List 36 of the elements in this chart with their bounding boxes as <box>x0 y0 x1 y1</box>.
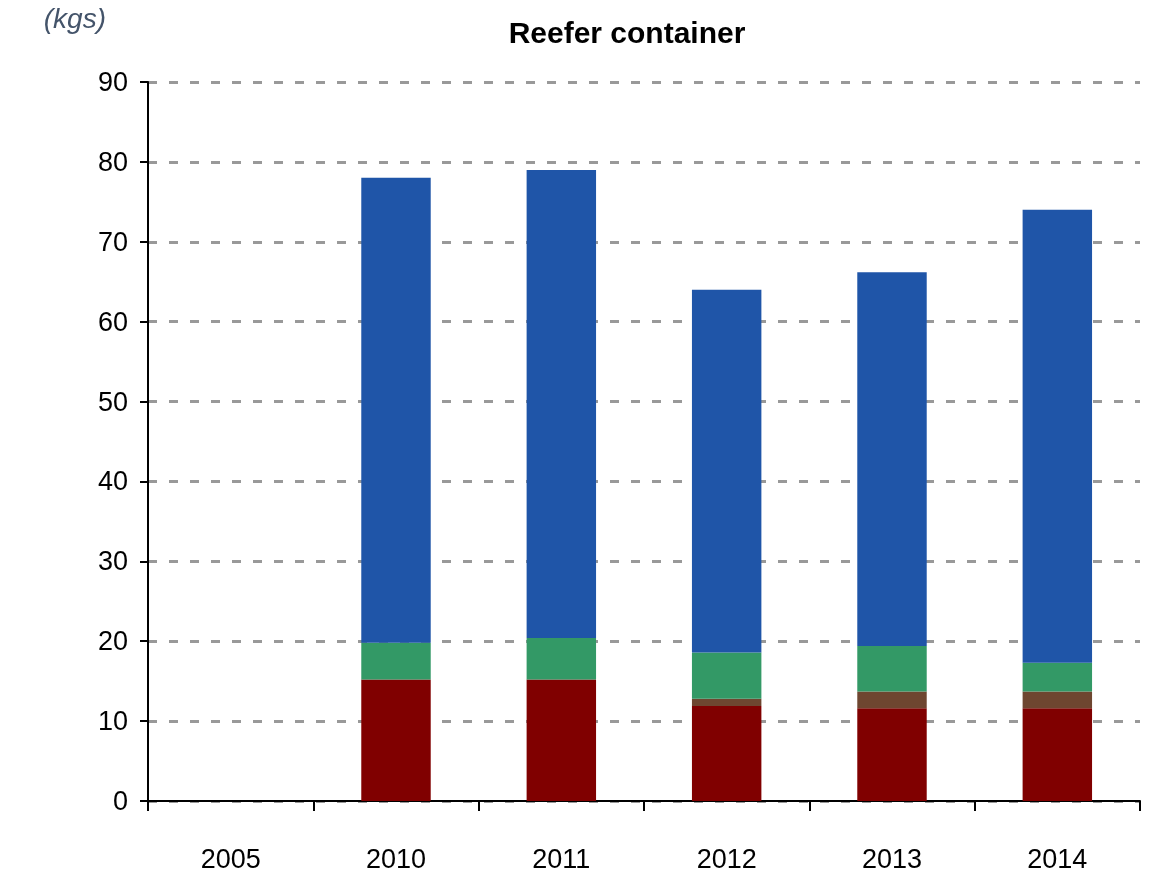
bar <box>526 638 597 680</box>
bar <box>1022 662 1093 692</box>
y-axis-title: (kgs) <box>43 2 106 34</box>
y-tick-label: 90 <box>97 67 128 97</box>
y-tick-label: 0 <box>112 786 128 816</box>
x-tick-label: 2010 <box>365 843 427 874</box>
bar <box>857 272 927 647</box>
y-tick-label: 20 <box>97 626 128 657</box>
bar <box>1022 708 1093 801</box>
bar <box>1022 691 1093 709</box>
x-tick-label: 2012 <box>696 843 757 874</box>
bar <box>691 698 762 706</box>
bar <box>691 289 762 653</box>
x-tick-label: 2005 <box>200 843 261 874</box>
y-tick-label: 10 <box>97 706 128 737</box>
bar <box>691 705 762 801</box>
bar <box>361 679 431 801</box>
bar <box>857 646 927 692</box>
bar <box>361 177 431 643</box>
bar <box>361 642 431 680</box>
y-tick-label: 70 <box>97 226 128 257</box>
x-tick-label: 2014 <box>1027 843 1088 874</box>
bar <box>1022 209 1093 663</box>
y-tick-label: 30 <box>97 546 128 577</box>
x-tick-label: 2013 <box>861 843 923 874</box>
bar <box>526 679 597 801</box>
y-tick-label: 40 <box>97 466 128 497</box>
bar <box>691 652 762 699</box>
chart-title: Reefer container <box>508 15 746 49</box>
bar <box>526 169 597 639</box>
y-tick-label: 50 <box>97 386 128 417</box>
x-tick-label: 2011 <box>532 843 591 874</box>
bar <box>857 691 927 709</box>
bar <box>857 708 927 801</box>
y-tick-label: 60 <box>97 306 128 337</box>
y-tick-label: 80 <box>97 146 128 177</box>
